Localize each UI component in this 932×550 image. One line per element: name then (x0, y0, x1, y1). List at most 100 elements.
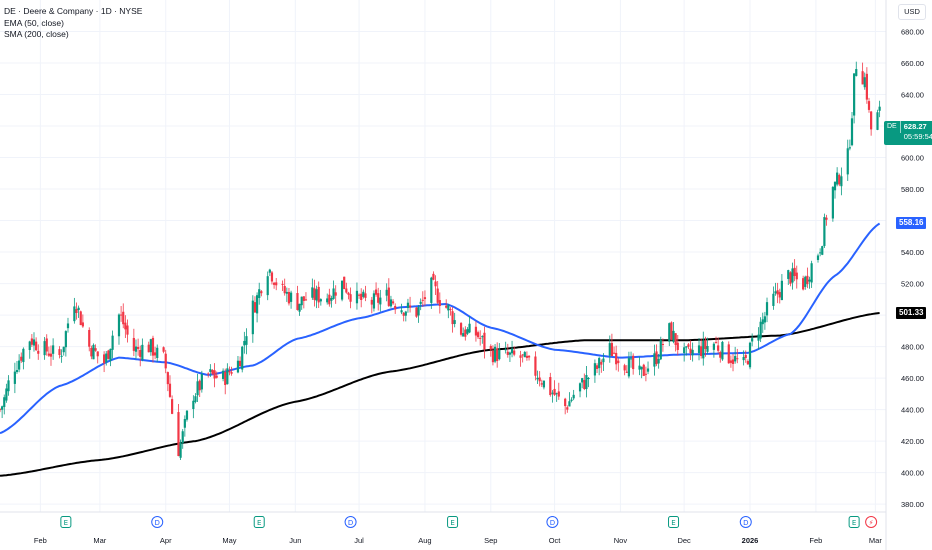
candle-body (228, 371, 231, 373)
candle-body (793, 267, 796, 277)
candle-body (795, 272, 798, 280)
candle-body (66, 323, 70, 329)
candle-body (459, 323, 463, 335)
candle-body (449, 309, 452, 311)
candle-body (553, 388, 556, 395)
candle-body (540, 383, 543, 385)
candle-body (88, 329, 91, 347)
candle-body (3, 397, 6, 408)
candle-body (185, 410, 189, 420)
candle-body (343, 276, 346, 290)
candle-body (255, 295, 259, 314)
candle-body (400, 310, 403, 313)
candle-body (661, 344, 665, 346)
event-label: ⚡ (869, 519, 874, 527)
candle-body (683, 347, 686, 354)
sma-200-line (0, 312, 880, 477)
candle-body (168, 383, 172, 397)
symbol-title[interactable]: DE · Deere & Company · 1D · NYSE (4, 6, 143, 16)
candle-body (876, 112, 879, 130)
candle-body (598, 358, 601, 369)
time-axis[interactable]: Feb Mar Apr May Jun Jul Aug Sep Oct Nov Dec 2026 Feb… (0, 511, 886, 545)
candlestick-series (0, 61, 881, 460)
candle-body (268, 269, 271, 273)
candle-body (149, 339, 152, 353)
candle-body (406, 302, 410, 309)
candle-body (32, 339, 36, 346)
candle-body (272, 282, 276, 285)
split-icon (865, 516, 878, 528)
candle-body (776, 290, 779, 295)
candle-body (602, 358, 605, 363)
candle-body (525, 355, 529, 358)
candle-body (612, 352, 616, 354)
candle-body (111, 335, 114, 350)
candle-body (64, 331, 67, 348)
candle-body (349, 294, 352, 302)
candle-body (506, 351, 509, 355)
candle-body (58, 349, 61, 356)
candle-body (317, 286, 320, 303)
event-label: E (64, 519, 68, 527)
candle-body (840, 176, 843, 187)
currency-button[interactable]: USD (898, 4, 926, 20)
candle-body (109, 348, 112, 361)
x-tick-label: Jun (289, 536, 301, 545)
candle-body (432, 273, 435, 280)
earnings-icon (848, 516, 860, 528)
candle-body (627, 358, 631, 377)
candle-body (421, 299, 424, 301)
candle-body (659, 340, 662, 360)
candle-body (215, 375, 218, 378)
candle-body (179, 442, 182, 458)
candle-body (527, 355, 531, 358)
candle-body (491, 350, 495, 363)
candle-body (816, 255, 820, 260)
candle-body (850, 118, 854, 146)
candle-body (415, 307, 418, 317)
candle-body (838, 174, 841, 185)
candle-body (200, 373, 203, 390)
candle-body (379, 297, 382, 305)
candle-body (804, 276, 807, 287)
candle-body (304, 299, 308, 301)
candle-body (765, 302, 769, 316)
candle-body (296, 293, 299, 310)
candle-body (863, 77, 866, 88)
candle-body (853, 73, 856, 116)
candle-body (311, 287, 314, 298)
candle-body (657, 359, 660, 364)
candle-body (15, 370, 19, 373)
ema-legend[interactable]: EMA (50, close) (4, 17, 64, 28)
candle-body (483, 332, 486, 350)
candle-body (734, 356, 737, 362)
candle-body (253, 302, 257, 313)
candle-body (177, 412, 180, 457)
candle-body (670, 322, 673, 340)
candle-body (156, 347, 159, 358)
candle-body (717, 345, 720, 351)
x-tick-label: Nov (614, 536, 628, 545)
candle-body (18, 360, 21, 370)
candle-body (198, 380, 201, 391)
sma-legend[interactable]: SMA (200, close) (4, 29, 69, 39)
candle-body (60, 355, 63, 357)
candle-body (126, 325, 129, 335)
candle-body (691, 349, 694, 356)
candle-body (474, 326, 478, 336)
candle-body (245, 336, 248, 345)
candle-body (585, 375, 588, 390)
candle-body (802, 278, 805, 290)
candle-body (676, 342, 679, 350)
candle-body (714, 342, 718, 344)
candle-body (73, 306, 76, 322)
candle-body (572, 394, 575, 399)
candle-body (447, 305, 450, 311)
price-axis[interactable]: 380.00400.00420.00440.00460.00480.00500.… (885, 0, 924, 550)
candle-body (744, 354, 747, 358)
candle-body (542, 380, 546, 388)
x-tick-label: Feb (34, 536, 47, 545)
x-tick-label: 2026 (742, 536, 759, 545)
candle-body (685, 346, 688, 348)
